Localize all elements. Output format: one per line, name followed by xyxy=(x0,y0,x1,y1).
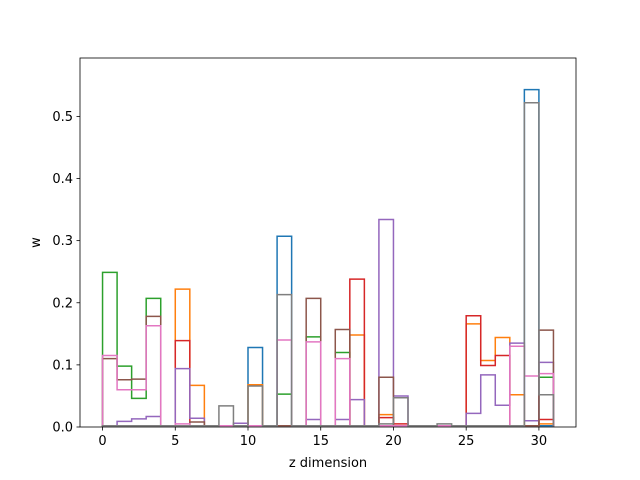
y-tick-label: 0.2 xyxy=(52,296,73,311)
y-tick-label: 0.5 xyxy=(52,110,73,125)
x-tick-label: 10 xyxy=(240,434,257,449)
x-tick-label: 0 xyxy=(98,434,106,449)
x-axis-ticks: 0 5 10 15 20 25 30 xyxy=(98,427,547,449)
x-tick-label: 25 xyxy=(458,434,475,449)
x-axis-label: z dimension xyxy=(289,456,367,471)
series-4-step-line xyxy=(101,218,555,427)
x-tick-label: 5 xyxy=(171,434,179,449)
series-6-step-line xyxy=(101,324,555,427)
y-tick-label: 0.3 xyxy=(52,234,73,249)
y-axis-ticks: 0.0 0.1 0.2 0.3 0.4 0.5 xyxy=(52,110,80,436)
x-tick-label: 30 xyxy=(531,434,548,449)
y-tick-label: 0.1 xyxy=(52,358,73,373)
series-2-step-line xyxy=(101,271,555,427)
y-tick-label: 0.4 xyxy=(52,172,73,187)
plot-frame xyxy=(79,57,577,428)
y-tick-label: 0.0 xyxy=(52,421,73,436)
y-axis-label: w xyxy=(29,237,44,248)
series-7-step-line xyxy=(101,101,555,427)
series-0-step-line xyxy=(101,88,555,427)
x-tick-label: 15 xyxy=(312,434,329,449)
x-tick-label: 20 xyxy=(385,434,402,449)
series-1-step-line xyxy=(101,288,555,427)
series-5-step-line xyxy=(101,297,555,427)
plot-lines xyxy=(101,88,555,427)
series-3-step-line xyxy=(101,278,555,427)
